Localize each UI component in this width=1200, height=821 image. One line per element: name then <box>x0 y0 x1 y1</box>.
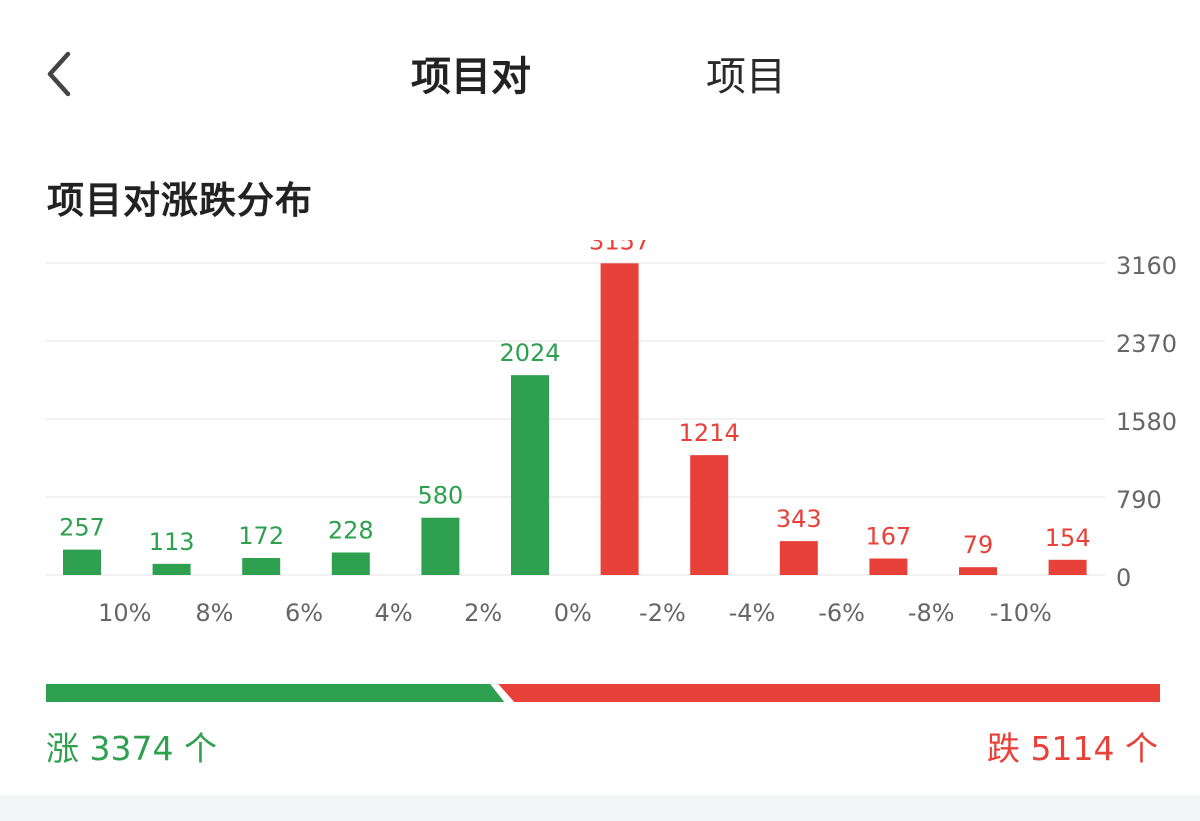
x-tick-label: 4% <box>375 599 413 627</box>
bar-value-label: 167 <box>865 523 911 551</box>
bar <box>331 552 370 575</box>
bar-value-label: 2024 <box>499 339 560 367</box>
bar-value-label: 343 <box>776 505 822 533</box>
y-tick-label: 1580 <box>1116 408 1177 436</box>
bar <box>600 263 639 575</box>
up-ratio-segment <box>46 684 505 702</box>
back-button[interactable] <box>40 48 80 100</box>
bar <box>690 455 729 575</box>
tab-project-pairs[interactable]: 项目对 <box>411 54 531 100</box>
tab-projects[interactable]: 项目 <box>706 54 786 100</box>
x-tick-label: -10% <box>990 599 1052 627</box>
y-tick-label: 3160 <box>1116 252 1177 280</box>
x-tick-label: -8% <box>908 599 955 627</box>
x-tick-label: 2% <box>464 599 502 627</box>
y-tick-label: 2370 <box>1116 330 1177 358</box>
x-tick-label: -2% <box>639 599 686 627</box>
bar-value-label: 257 <box>59 514 105 542</box>
x-tick-label: 10% <box>98 599 151 627</box>
bar <box>779 541 818 575</box>
bar <box>63 549 101 575</box>
bar-value-label: 79 <box>963 531 994 559</box>
bar <box>959 567 997 575</box>
bar-value-label: 1214 <box>679 419 740 447</box>
bar <box>869 558 908 575</box>
bar-value-label: 228 <box>328 516 374 544</box>
bar-value-label: 172 <box>238 522 284 550</box>
y-tick-label: 790 <box>1116 486 1162 514</box>
x-tick-label: -4% <box>729 599 776 627</box>
bar-value-label: 154 <box>1045 524 1091 552</box>
x-tick-label: 6% <box>285 599 323 627</box>
bottom-divider-band <box>0 795 1200 821</box>
bar <box>421 517 460 575</box>
chevron-left-icon <box>47 51 71 97</box>
distribution-chart: 0 790 1580 2370 3160 257 113 172 228 580 2024 3157 1… <box>46 240 1177 627</box>
section-title: 项目对涨跌分布 <box>47 179 313 222</box>
x-tick-label: 0% <box>554 599 592 627</box>
y-tick-label: 0 <box>1116 564 1131 592</box>
bar-value-label: 580 <box>417 482 463 510</box>
down-count-label: 跌 5114 个 <box>987 729 1158 768</box>
bar-value-label: 3157 <box>589 240 650 255</box>
x-tick-label: 8% <box>195 599 233 627</box>
bar <box>242 558 281 575</box>
up-down-ratio-bar <box>46 684 1160 702</box>
x-tick-label: -6% <box>818 599 865 627</box>
bar <box>1048 559 1087 575</box>
bar <box>152 563 191 575</box>
bar-value-label: 113 <box>149 528 195 556</box>
bar <box>511 375 549 575</box>
down-ratio-segment <box>498 684 1160 702</box>
up-count-label: 涨 3374 个 <box>46 729 217 768</box>
